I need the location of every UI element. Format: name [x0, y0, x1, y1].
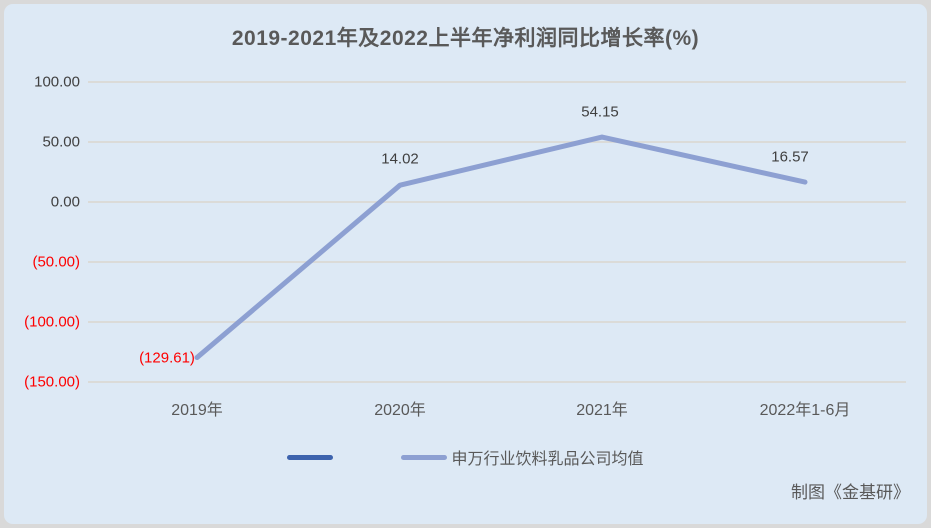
x-tick-label: 2020年 — [374, 402, 426, 419]
y-tick-label: (100.00) — [24, 313, 80, 331]
y-tick-label: 100.00 — [34, 73, 80, 91]
y-tick-label: 50.00 — [42, 133, 80, 151]
legend-item-series1 — [287, 454, 337, 460]
series-line — [194, 134, 808, 361]
legend-label-series2: 申万行业饮料乳品公司均值 — [451, 451, 644, 468]
chart-title: 2019-2021年及2022上半年净利润同比增长率(%) — [231, 27, 700, 50]
gridline — [88, 381, 906, 383]
gridline — [88, 81, 906, 83]
gridline — [88, 321, 906, 323]
chart-panel — [4, 4, 927, 524]
credit-text: 制图《金基研》 — [791, 483, 910, 502]
x-tick-label: 2019年 — [171, 402, 223, 419]
data-label: 54.15 — [581, 103, 619, 121]
legend-swatch-series2 — [401, 454, 448, 460]
gridline — [88, 261, 906, 263]
legend: 申万行业饮料乳品公司均值 — [0, 444, 931, 470]
y-tick-label: 0.00 — [50, 193, 80, 211]
gridline — [88, 141, 906, 143]
gridline — [88, 201, 906, 203]
x-tick-label: 2021年 — [576, 402, 628, 419]
legend-item-series2: 申万行业饮料乳品公司均值 — [401, 445, 644, 469]
data-label: 16.57 — [771, 148, 809, 166]
data-label: (129.61) — [139, 349, 195, 367]
data-label: 14.02 — [381, 150, 419, 168]
legend-swatch-series1 — [287, 454, 334, 460]
y-tick-label: (50.00) — [32, 253, 80, 271]
x-tick-label: 2022年1-6月 — [759, 402, 851, 419]
y-tick-label: (150.00) — [24, 373, 80, 391]
